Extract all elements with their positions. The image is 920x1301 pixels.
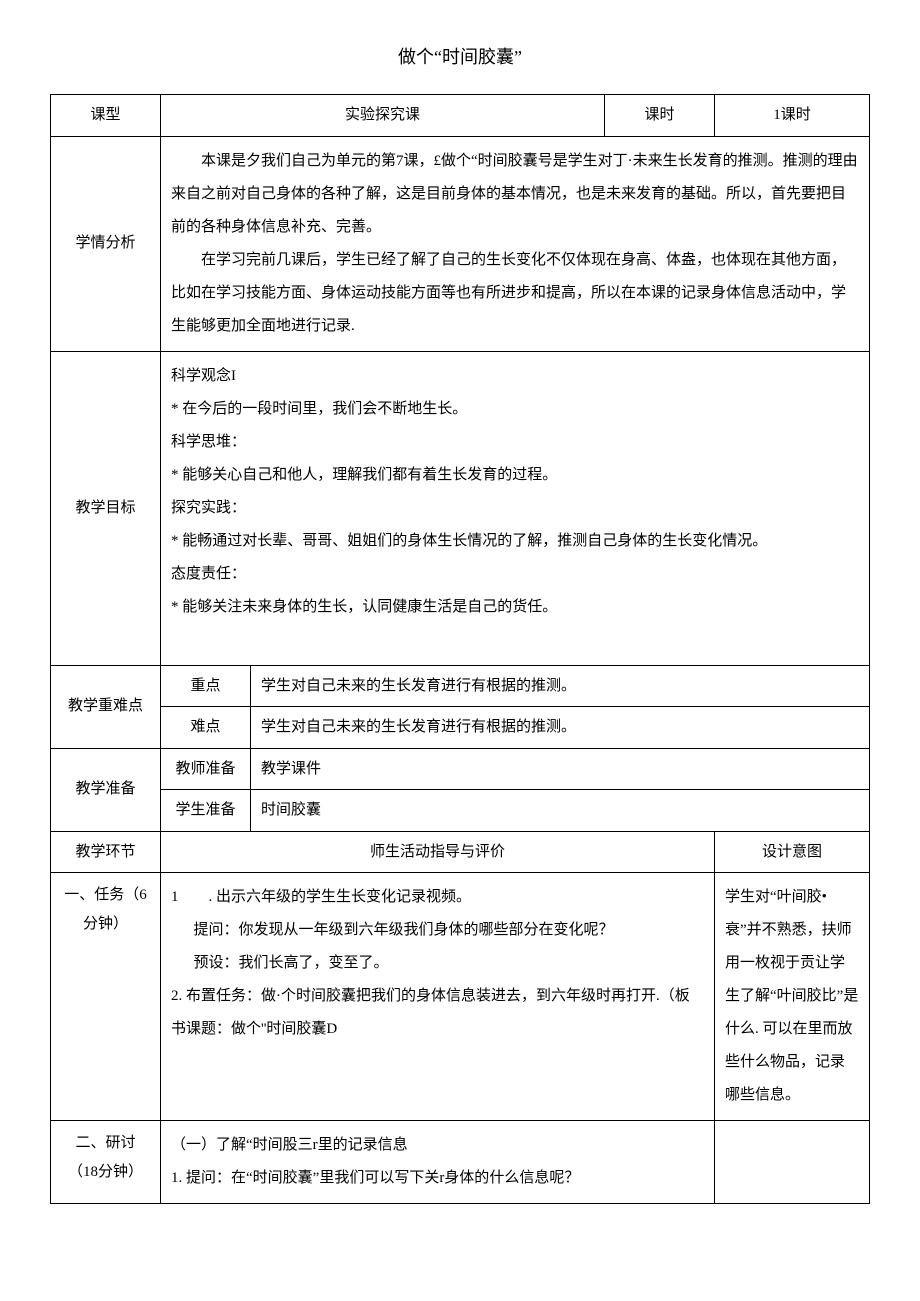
stage1-design: 学生对“叶间胶•衰”并不熟悉，扶师用一枚视于贡让学生了解“叶间胶比”是什么. 可… [715,873,870,1121]
label-teacher-prep: 教师准备 [161,748,251,790]
value-period: 1课时 [715,95,870,137]
stage2-label: 二、研讨（18分钟） [51,1121,161,1204]
stage1-line2: 提问：你发现从一年级到六年级我们身体的哪些部分在变化呢？ [171,914,704,947]
goals-h4: 态度责任： [171,558,859,591]
label-key-point: 重点 [161,665,251,707]
value-hard-point: 学生对自己未来的生长发育进行有根据的推测。 [251,707,870,749]
value-teacher-prep: 教学课件 [251,748,870,790]
page-title: 做个“时间胶囊” [50,40,870,74]
stage1-line4: 2. 布置任务：做·个时间胶囊把我们的身体信息装进去，到六年级时再打开.（板书课… [171,980,704,1046]
header-activity: 师生活动指导与评价 [161,831,715,873]
stage2-activity: （一）了解“时间股三r里的记录信息 1. 提问：在“时间胶囊”里我们可以写下关r… [161,1121,715,1204]
goals-h1: 科学观念I [171,360,859,393]
stage1-line3: 预设：我们长高了，变至了。 [171,947,704,980]
stage2-line1: （一）了解“时间股三r里的记录信息 [171,1129,704,1162]
header-design: 设计意图 [715,831,870,873]
goals-b1: * 在今后的一段时间里，我们会不断地生长。 [171,393,859,426]
label-goals: 教学目标 [51,351,161,665]
value-course-type: 实验探究课 [161,95,605,137]
goals-b4: * 能够关注未来身体的生长，认同健康生活是自己的货任。 [171,591,859,624]
stage1-line1: 1 . 出示六年级的学生生长变化记录视频。 [171,881,704,914]
label-analysis: 学情分析 [51,136,161,351]
lesson-plan-table: 课型 实验探究课 课时 1课时 学情分析 本课是夕我们自己为单元的第7课，£做个… [50,94,870,1204]
header-stage: 教学环节 [51,831,161,873]
label-period: 课时 [605,95,715,137]
stage2-design [715,1121,870,1204]
value-key-point: 学生对自己未来的生长发育进行有根据的推测。 [251,665,870,707]
stage1-activity: 1 . 出示六年级的学生生长变化记录视频。 提问：你发现从一年级到六年级我们身体… [161,873,715,1121]
goals-h3: 探究实践： [171,492,859,525]
goals-content: 科学观念I * 在今后的一段时间里，我们会不断地生长。 科学思堆： * 能够关心… [161,351,870,665]
label-student-prep: 学生准备 [161,790,251,832]
label-course-type: 课型 [51,95,161,137]
stage2-line2: 1. 提问：在“时间胶囊”里我们可以写下关r身体的什么信息呢？ [171,1162,704,1195]
analysis-p1: 本课是夕我们自己为单元的第7课，£做个“时间胶囊号是学生对丁·未来生长发育的推测… [171,145,859,244]
stage1-label: 一、任务（6分钟） [51,873,161,1121]
analysis-p2: 在学习完前几课后，学生已经了解了自己的生长变化不仅体现在身高、体盎，也体现在其他… [171,244,859,343]
value-student-prep: 时间胶囊 [251,790,870,832]
goals-b2: * 能够关心自己和他人，理解我们都有着生长发育的过程。 [171,459,859,492]
goals-b3: * 能畅通过对长辈、哥哥、姐姐们的身体生长情况的了解，推测自己身体的生长变化情况… [171,525,859,558]
goals-h2: 科学思堆： [171,426,859,459]
label-difficulty: 教学重难点 [51,665,161,748]
label-prep: 教学准备 [51,748,161,831]
label-hard-point: 难点 [161,707,251,749]
analysis-content: 本课是夕我们自己为单元的第7课，£做个“时间胶囊号是学生对丁·未来生长发育的推测… [161,136,870,351]
